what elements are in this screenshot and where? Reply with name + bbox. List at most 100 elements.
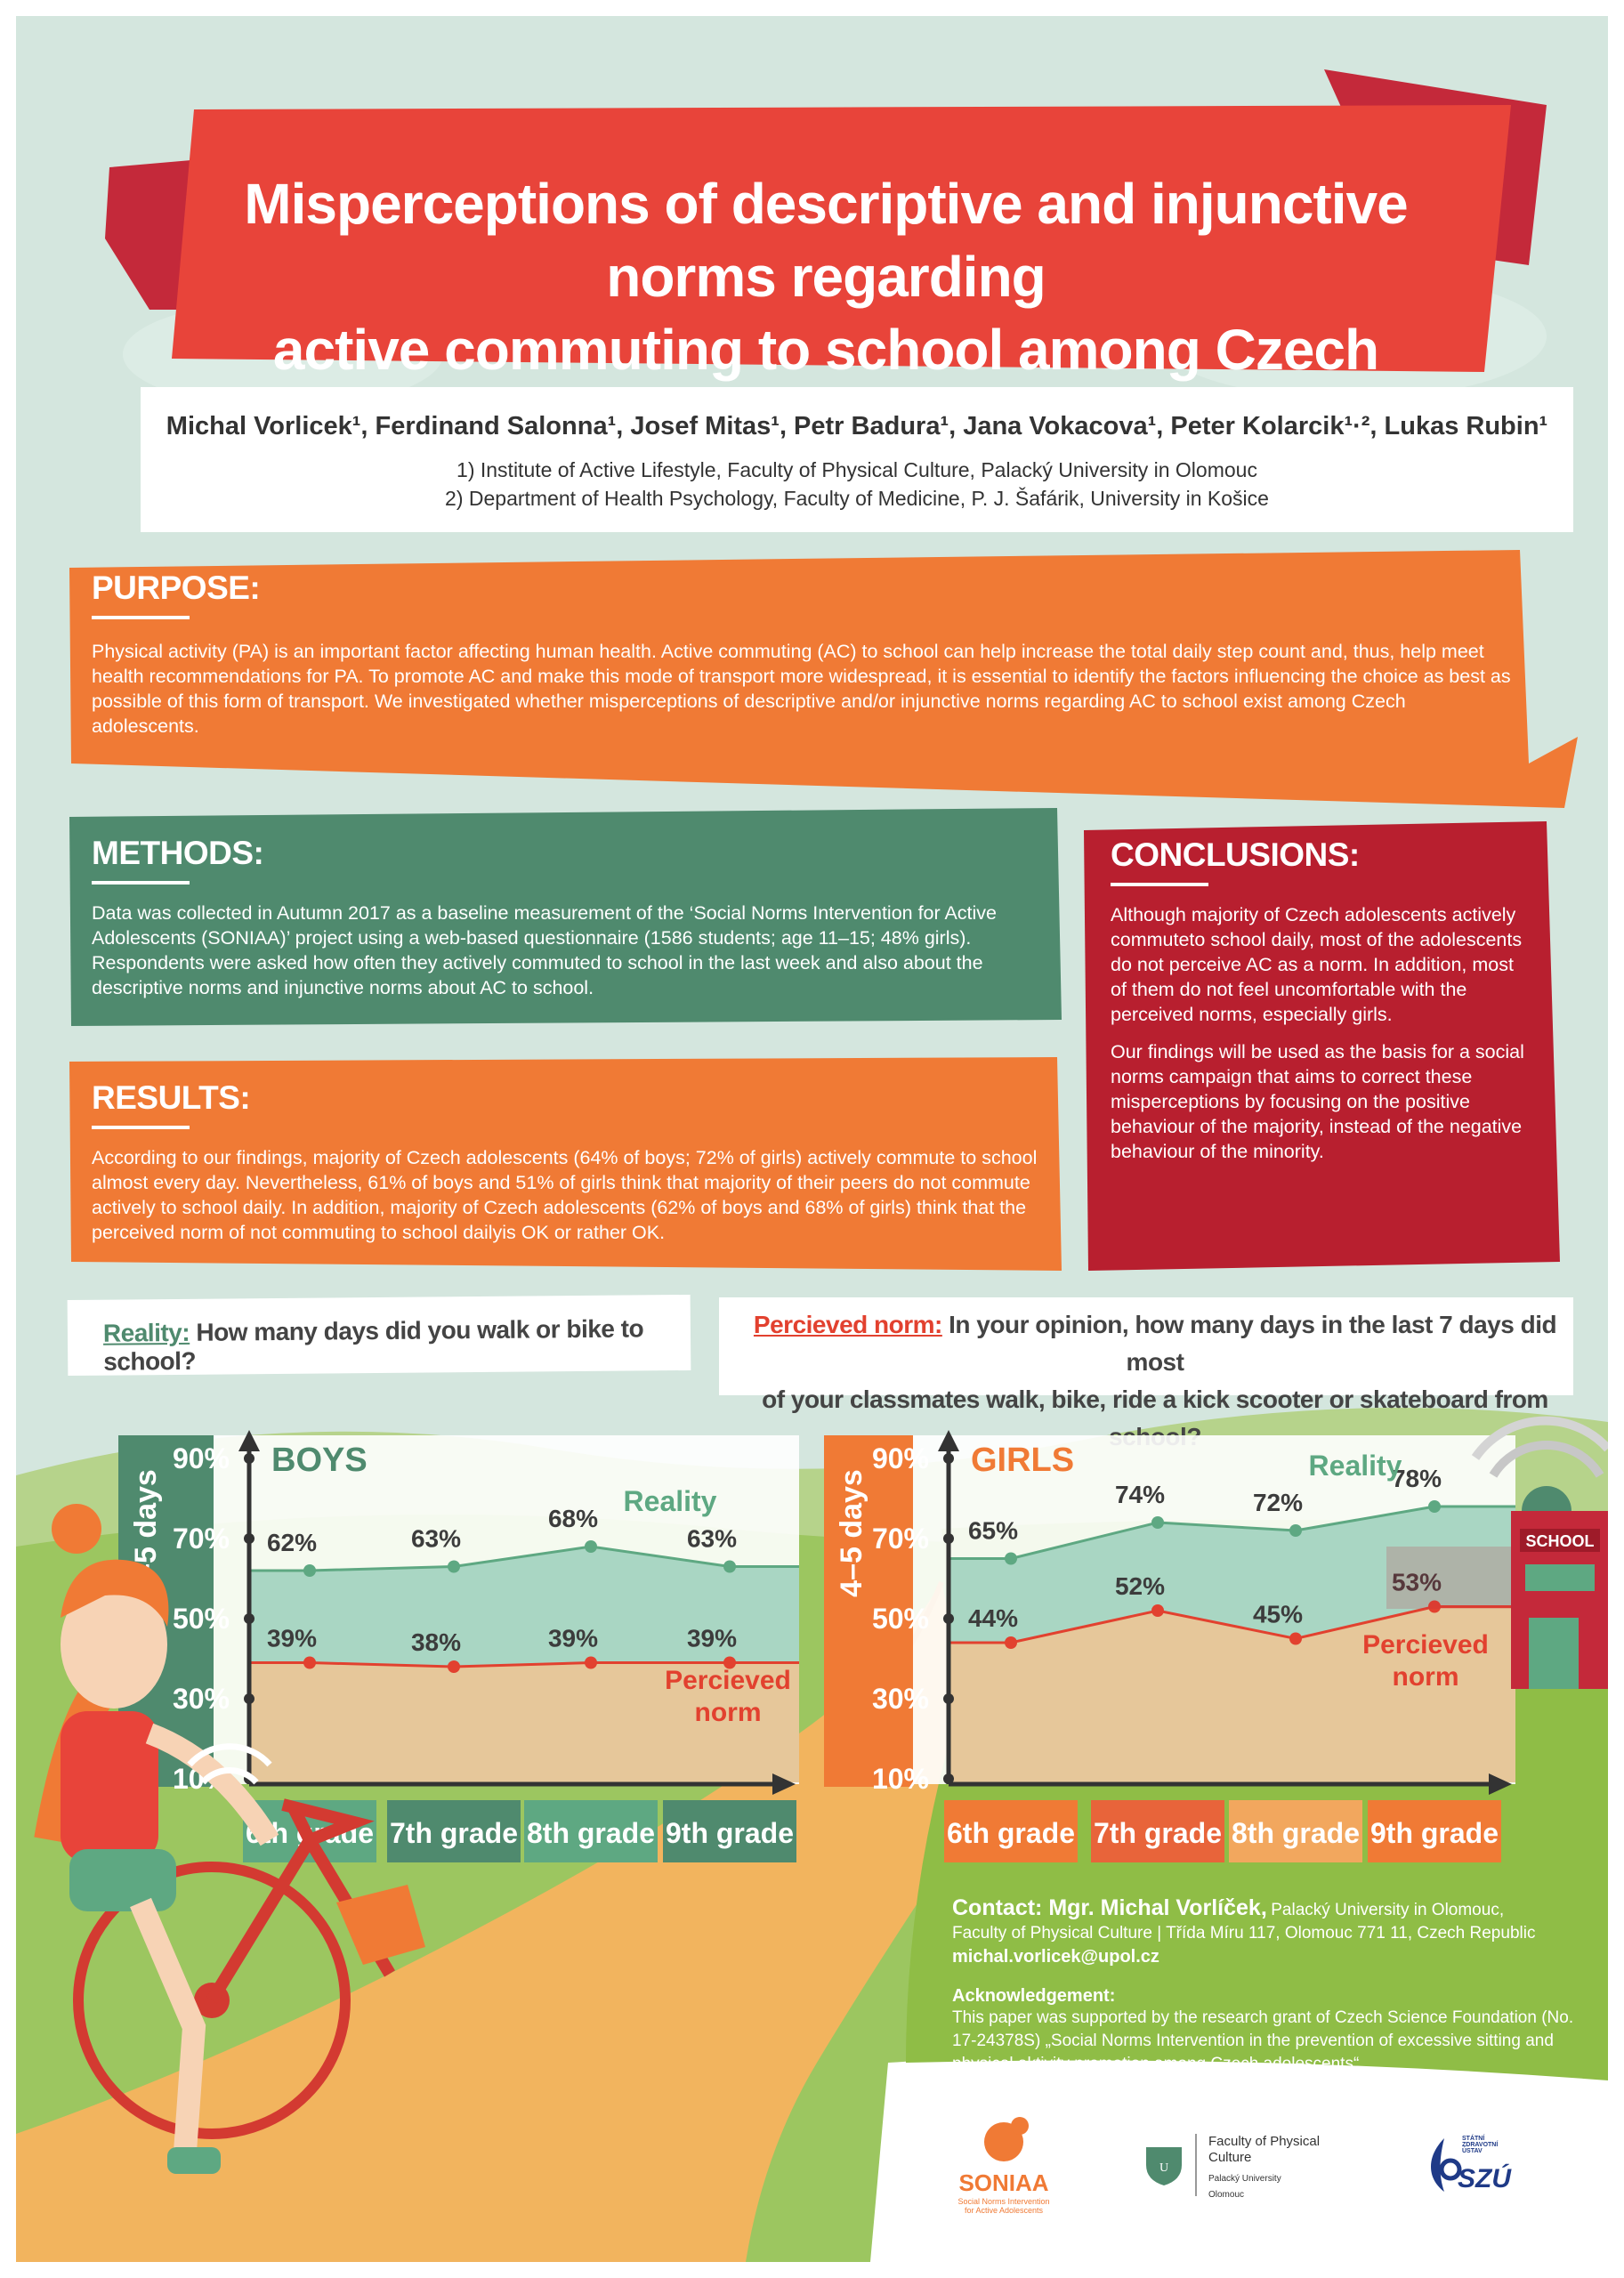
results-panel: RESULTS: According to our findings, majo… [92,1079,1044,1245]
y-tick-label: 70% [872,1523,929,1555]
upol-shield-icon: U [1146,2147,1182,2185]
grade-label: 6th grade [947,1817,1075,1849]
title-line-1: Misperceptions of descriptive and injunc… [244,172,1408,309]
fpc-line-2: Culture [1208,2150,1252,2165]
results-text: According to our findings, majority of C… [92,1147,1038,1243]
conclusions-rule [1111,883,1208,886]
fpc-line-4: Olomouc [1208,2190,1245,2200]
affiliation-1: 1) Institute of Active Lifestyle, Facult… [456,458,1257,481]
szu-top-text: STÁTNÍ ZDRAVOTNÍ ÚSTAV [1462,2136,1499,2154]
conclusions-bg [1084,821,1560,1271]
methods-bg [69,808,1062,1026]
y-tick-label: 50% [173,1603,230,1635]
grade-label: 9th grade [666,1817,794,1849]
norm-point [1428,1600,1441,1613]
contact-email[interactable]: michal.vorlicek@upol.cz [952,1947,1159,1967]
y-tick-dot [943,1613,954,1624]
reality-line [949,1505,1515,1560]
y-tick-dot [244,1533,255,1544]
grade-label: 9th grade [1370,1817,1499,1849]
purpose-bg [69,550,1578,808]
ack-title: Acknowledgement: [952,1986,1116,2006]
y-tick-dot [943,1453,954,1464]
girl-bike-illustration [34,1504,425,2174]
conclusions-panel: CONCLUSIONS: Although majority of Czech … [1111,836,1529,1164]
y-tick-dot [244,1613,255,1624]
szu-name: SZÚ [1458,2164,1511,2193]
szu-logo: STÁTNÍ ZDRAVOTNÍ ÚSTAV SZÚ [1422,2134,1529,2205]
reality-point [1005,1552,1017,1565]
norm-label: 45% [1253,1601,1303,1628]
authors-box: Michal Vorlicek¹, Ferdinand Salonna¹, Jo… [141,387,1573,532]
grade-box [663,1800,796,1862]
grade-box [944,1800,1078,1862]
reality-label: 78% [1392,1465,1442,1492]
grade-label: 7th grade [390,1817,518,1849]
soniaa-sub-2: for Active Adolescents [964,2206,1044,2215]
y-axis-arrow [938,1430,959,1451]
methods-text: Data was collected in Autumn 2017 as a b… [92,902,998,998]
norm-point [303,1656,316,1669]
y-tick-label: 30% [173,1683,230,1715]
norm-label: 39% [687,1625,737,1652]
reality-label: 62% [267,1529,317,1556]
grade-box [1368,1800,1501,1862]
norm-point [1005,1636,1017,1649]
methods-rule [92,881,190,885]
reality-point [723,1560,736,1573]
reality-label: 63% [411,1525,461,1553]
affiliation-2: 2) Department of Health Psychology, Facu… [445,487,1269,510]
norm-label: 39% [548,1625,598,1652]
logo-divider [1195,2134,1197,2196]
soniaa-name: SONIAA [958,2169,1049,2196]
grade-box [387,1800,521,1862]
grade-label: 8th grade [527,1817,655,1849]
reality-series-name: Reality [624,1485,717,1517]
norm-point [448,1660,460,1673]
reality-label: 63% [687,1525,737,1553]
axis-band [824,1435,913,1787]
grade-label: 7th grade [1094,1817,1222,1849]
reality-point [1151,1516,1164,1529]
contact-label: Contact: Mgr. Michal Vorlíček, [952,1895,1267,1920]
title-banner [105,69,1547,372]
y-tick-dot [244,1453,255,1464]
y-tick-dot [943,1533,954,1544]
y-tick-dot [943,1693,954,1704]
contact-address: Faculty of Physical Culture | Třída Míru… [952,1924,1536,1943]
reality-label: 68% [548,1505,598,1532]
norm-question-label: Percieved norm: [753,1311,942,1338]
y-axis-label: 4–5 days [835,1469,869,1597]
contact-org: Palacký University in Olomouc, [1271,1901,1505,1919]
norm-series-name: norm [1393,1662,1459,1692]
grade-label: 8th grade [1232,1817,1360,1849]
norm-area [249,1662,799,1782]
methods-panel: METHODS: Data was collected in Autumn 20… [92,835,1044,1000]
soniaa-sub-1: Social Norms Intervention [957,2197,1050,2206]
conclusions-text-1: Although majority of Czech adolescents a… [1111,904,1523,1025]
reality-point [1289,1524,1302,1537]
soniaa-logo: SONIAA Social Norms Intervention for Act… [950,2112,1057,2236]
norm-label: 52% [1115,1572,1165,1600]
fpc-line-3: Palacký University [1208,2174,1281,2184]
norm-line [249,1661,799,1668]
ack-text: This paper was supported by the research… [952,2008,1574,2073]
y-tick-dot [244,1693,255,1704]
norm-point [1151,1604,1164,1617]
purpose-rule [92,616,190,619]
conclusions-text-2: Our findings will be used as the basis f… [1111,1041,1524,1162]
reality-series-name: Reality [1309,1450,1402,1482]
fpc-line-1: Faculty of Physical [1208,2134,1321,2149]
contact-block: Contact: Mgr. Michal Vorlíček, Palacký U… [952,1895,1575,2076]
reality-label: 74% [1115,1481,1165,1508]
reality-point [448,1560,460,1573]
norm-line [949,1605,1515,1644]
results-rule [92,1126,190,1129]
norm-series-name: Percieved [1362,1630,1489,1660]
norm-point [585,1656,597,1669]
norm-label: 38% [411,1628,461,1656]
chart-title: GIRLS [971,1442,1074,1479]
norm-area [949,1606,1515,1782]
fpc-logo: U [1142,2143,1186,2192]
y-tick-label: 50% [872,1603,929,1635]
